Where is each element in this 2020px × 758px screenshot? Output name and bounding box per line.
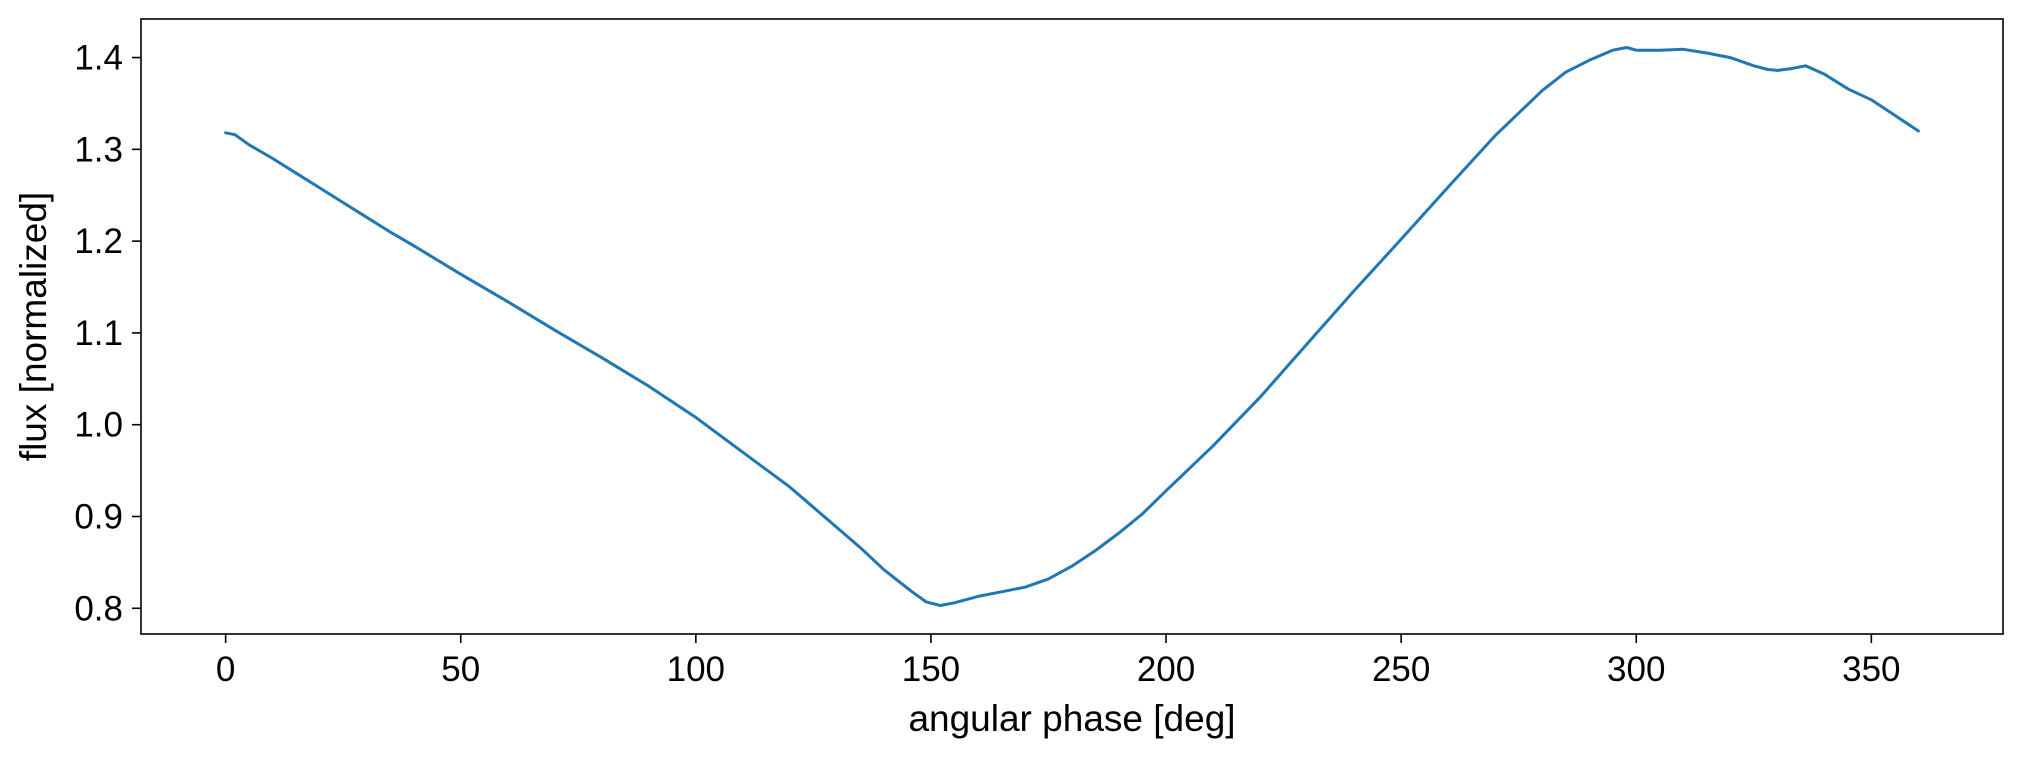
- plot-frame: [140, 18, 2004, 635]
- y-axis-label: flux [normalized]: [13, 192, 54, 461]
- series-layer: [224, 46, 1920, 607]
- x-tick-label: 300: [1607, 650, 1665, 689]
- y-tick-label: 1.0: [74, 406, 123, 445]
- x-tick-label: 100: [667, 650, 725, 689]
- plot-area: [140, 18, 2004, 635]
- x-axis-label: angular phase [deg]: [908, 698, 1235, 739]
- y-tick-label: 1.2: [74, 222, 123, 261]
- y-tick-label: 0.9: [74, 498, 123, 537]
- y-tick-label: 1.3: [74, 130, 123, 169]
- y-tick-label: 0.8: [74, 589, 123, 628]
- y-tick-label: 1.1: [74, 314, 123, 353]
- y-axis-ticks: 0.8 0.9 1.0 1.1 1.2 1.3 1.4: [74, 39, 141, 628]
- x-tick-label: 350: [1842, 650, 1900, 689]
- x-axis-ticks: 0 50 100 150 200 250 300 350: [216, 634, 1901, 689]
- y-tick-label: 1.4: [74, 39, 123, 78]
- x-tick-label: 50: [441, 650, 480, 689]
- x-tick-label: 150: [902, 650, 960, 689]
- x-tick-label: 250: [1372, 650, 1430, 689]
- x-tick-label: 0: [216, 650, 235, 689]
- flux-series-line: [224, 46, 1920, 607]
- x-tick-label: 200: [1137, 650, 1195, 689]
